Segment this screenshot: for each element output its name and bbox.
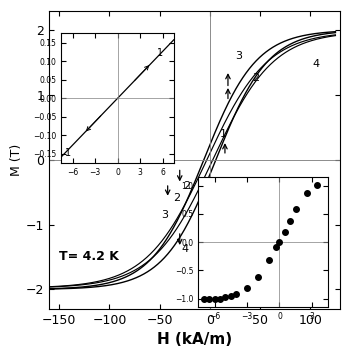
Point bbox=[287, 218, 293, 224]
Text: 3: 3 bbox=[162, 210, 168, 220]
Text: 4: 4 bbox=[312, 59, 319, 69]
Text: 1: 1 bbox=[157, 48, 163, 58]
Y-axis label: M (T): M (T) bbox=[10, 144, 23, 176]
Point bbox=[206, 296, 212, 302]
Point bbox=[293, 207, 298, 212]
Text: 2: 2 bbox=[173, 193, 180, 203]
X-axis label: H (kA/m): H (kA/m) bbox=[157, 332, 232, 347]
Point bbox=[212, 296, 217, 302]
Point bbox=[233, 291, 239, 297]
Text: T= 4.2 K: T= 4.2 K bbox=[59, 250, 119, 263]
Point bbox=[266, 257, 271, 263]
Text: 3: 3 bbox=[235, 51, 242, 61]
Point bbox=[282, 229, 288, 235]
Point bbox=[277, 239, 282, 245]
Point bbox=[228, 293, 234, 299]
Point bbox=[223, 294, 228, 300]
Text: 4: 4 bbox=[182, 244, 189, 254]
Point bbox=[273, 244, 279, 250]
Point bbox=[217, 296, 223, 302]
Point bbox=[314, 182, 320, 187]
Text: 2: 2 bbox=[183, 181, 190, 191]
Point bbox=[201, 296, 206, 302]
Point bbox=[244, 286, 250, 291]
Point bbox=[255, 274, 261, 280]
Text: 1: 1 bbox=[65, 148, 71, 158]
Text: 2: 2 bbox=[252, 73, 259, 82]
Text: 1: 1 bbox=[220, 129, 227, 139]
Point bbox=[304, 190, 309, 195]
